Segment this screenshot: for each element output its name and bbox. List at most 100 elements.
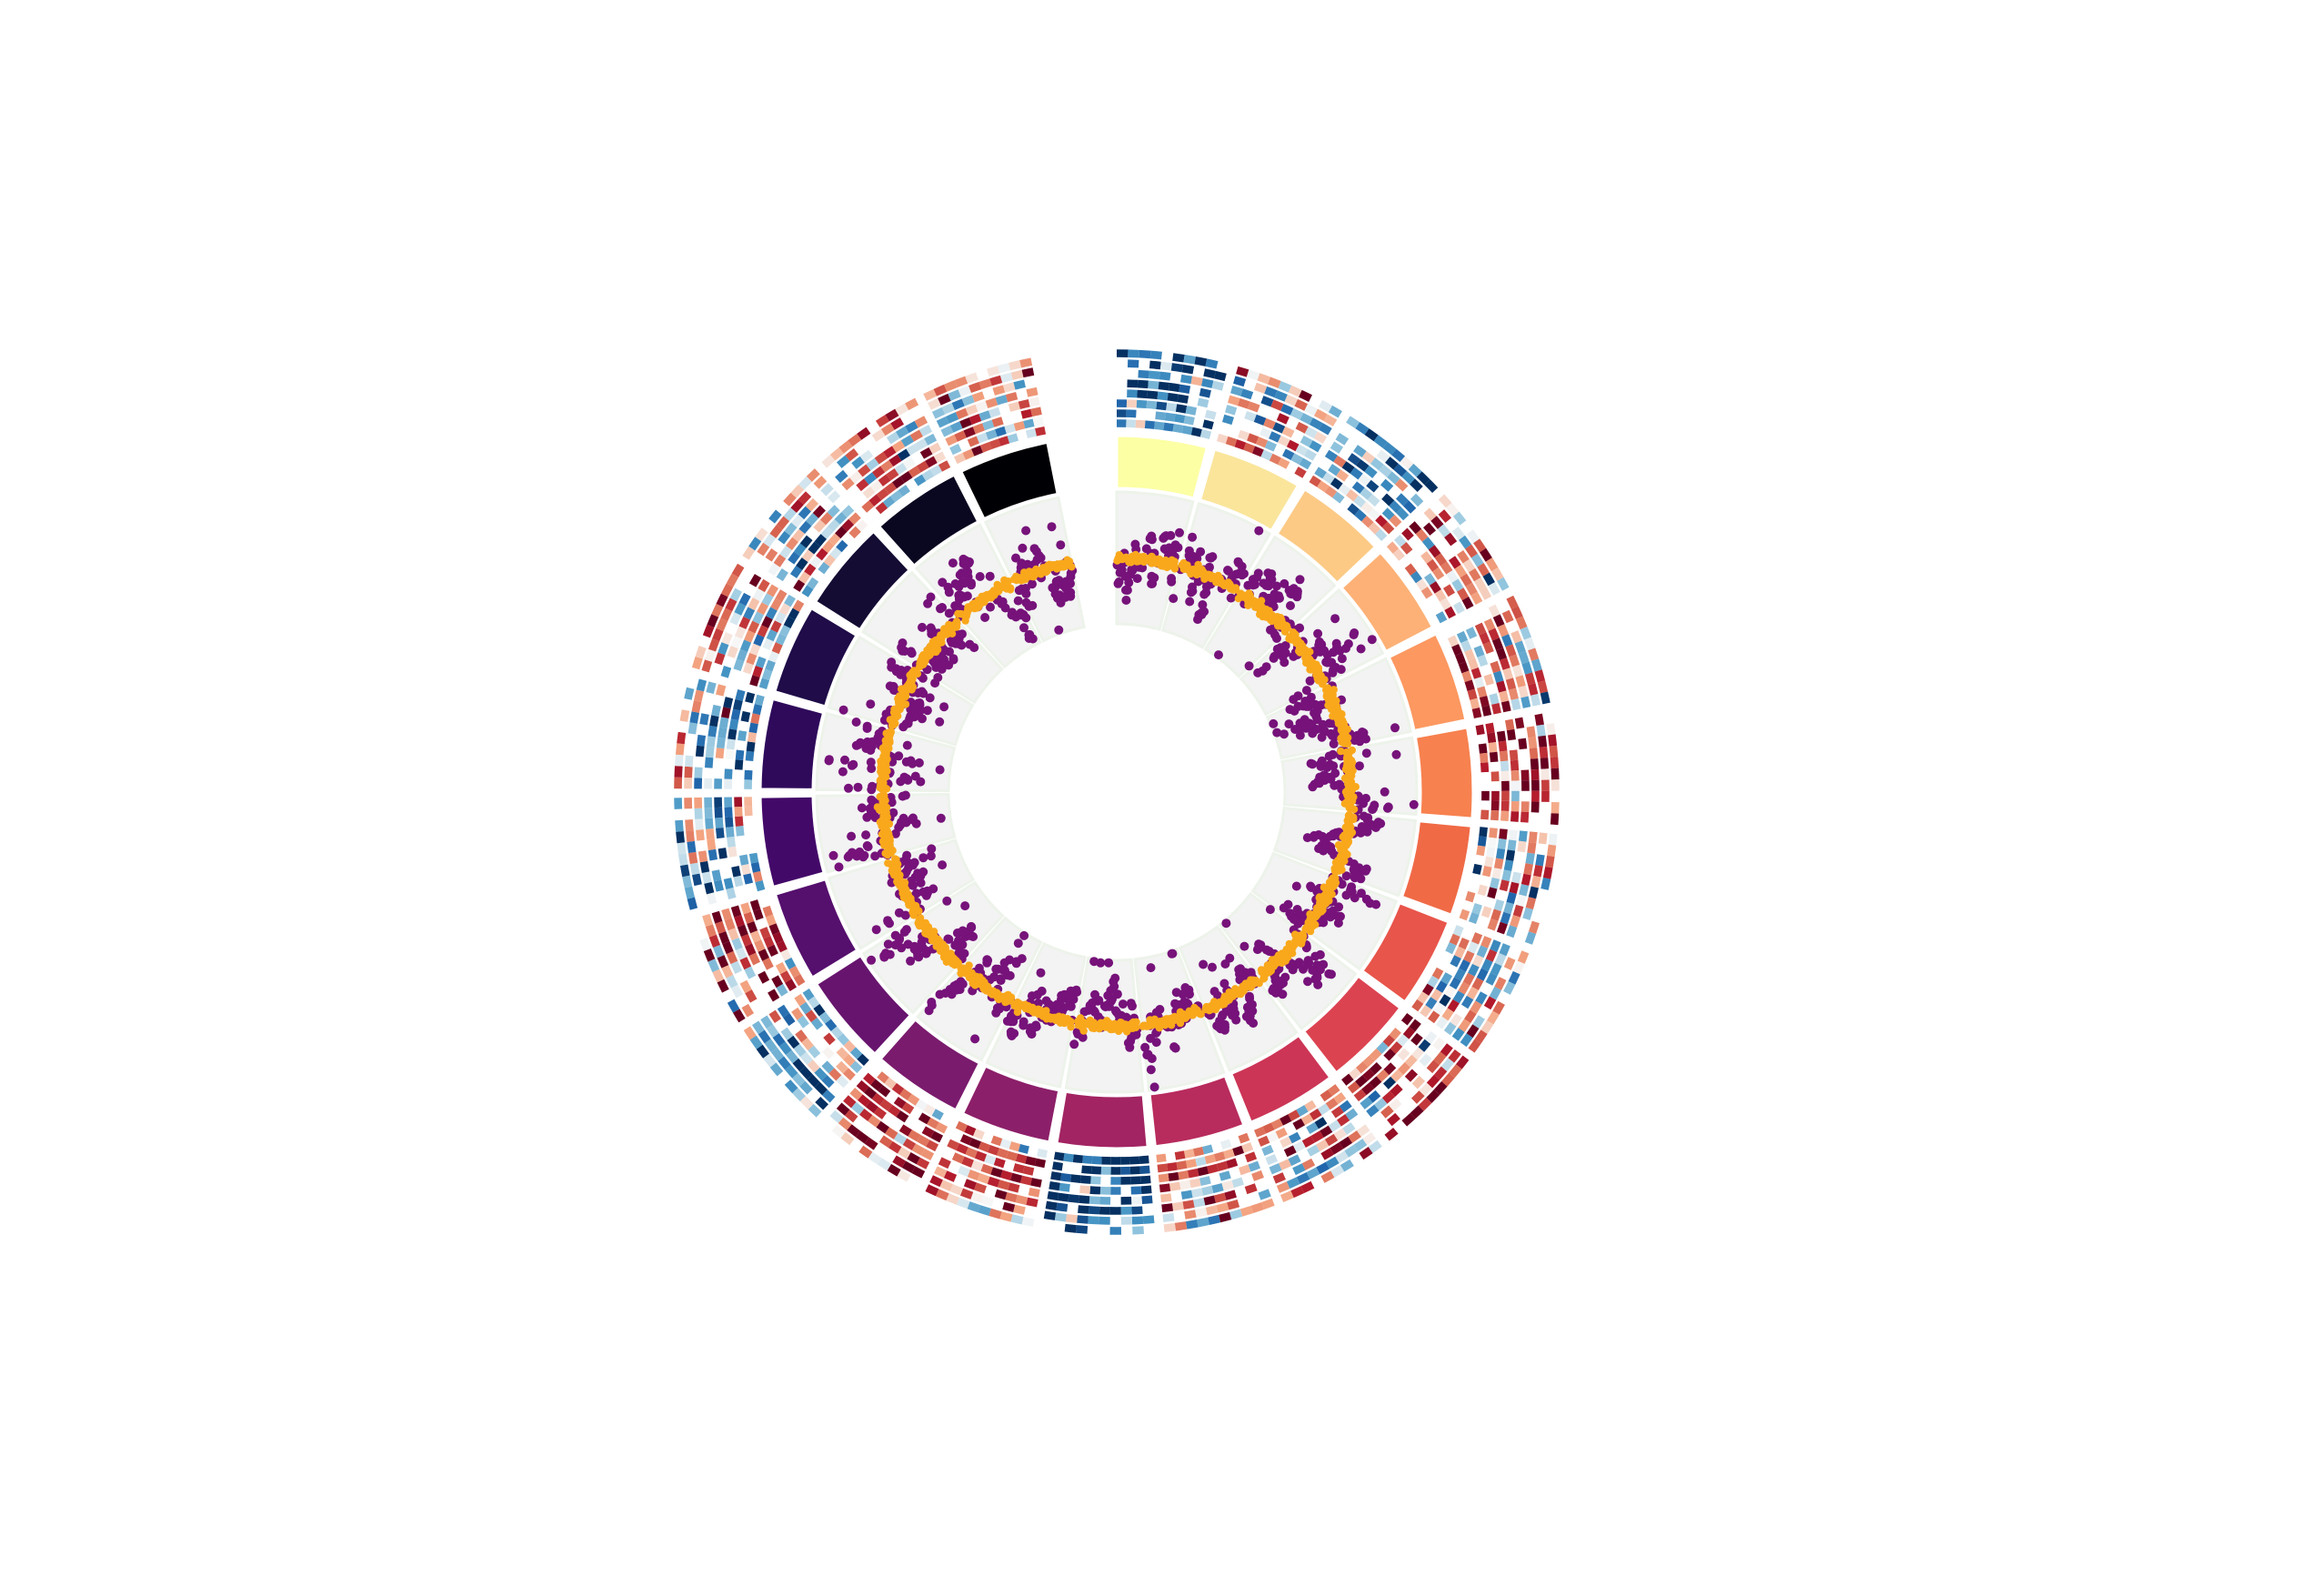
heatmap-cell — [1276, 413, 1289, 425]
heatmap-cell — [1203, 1195, 1216, 1206]
scatter-point — [1343, 739, 1352, 748]
scatter-point — [1299, 964, 1308, 974]
heatmap-cell — [976, 432, 988, 444]
heatmap-cell — [1139, 1165, 1150, 1175]
scatter-point — [853, 782, 863, 792]
heatmap-cell — [870, 1079, 883, 1091]
heatmap-cell — [821, 1075, 835, 1089]
heatmap-cell — [748, 952, 761, 966]
heatmap-cell — [997, 1179, 1010, 1190]
scatter-point — [969, 643, 979, 653]
heatmap-cell — [1410, 1032, 1423, 1046]
heatmap-cell — [1501, 609, 1514, 624]
heatmap-cell — [958, 385, 972, 397]
heatmap-cell — [1199, 387, 1211, 398]
heatmap-cell — [788, 965, 801, 979]
scatter-point — [1355, 761, 1364, 771]
heatmap-cell — [1398, 1061, 1411, 1076]
heatmap-cell — [982, 419, 995, 431]
heatmap-cell — [1538, 735, 1548, 748]
heatmap-cell — [715, 748, 725, 759]
heatmap-cell — [1208, 1214, 1221, 1226]
heatmap-cell — [848, 526, 861, 539]
heatmap-cell — [1244, 410, 1257, 422]
heatmap-cell — [1445, 502, 1460, 517]
heatmap-cell — [792, 599, 805, 612]
heatmap-cell — [1472, 863, 1482, 875]
heatmap-cell — [799, 1001, 812, 1015]
heatmap-cell — [1386, 541, 1400, 554]
scatter-point — [1357, 888, 1366, 898]
heatmap-cell — [1201, 1185, 1214, 1196]
heatmap-cell — [1500, 770, 1510, 781]
scatter-point — [1193, 577, 1203, 587]
heatmap-cell — [1404, 1069, 1419, 1082]
heatmap-cell — [1284, 394, 1299, 407]
heatmap-cell — [768, 1009, 782, 1023]
heatmap-cell — [1480, 906, 1492, 918]
heatmap-cell — [1454, 946, 1466, 959]
heatmap-cell — [1470, 698, 1480, 709]
heatmap-cell — [730, 960, 743, 974]
heatmap-cell — [1430, 989, 1443, 1001]
heatmap-cell — [704, 797, 713, 808]
heatmap-cell — [1499, 943, 1510, 957]
heatmap-cell — [961, 395, 975, 407]
heatmap-cell — [764, 1039, 778, 1053]
heatmap-cell — [998, 436, 1010, 447]
ideogram-segment-18 — [758, 697, 826, 791]
heatmap-cell — [944, 380, 958, 392]
scatter-point — [1198, 600, 1208, 609]
scatter-point — [1269, 718, 1279, 728]
heatmap-cell — [743, 1026, 757, 1040]
scatter-point — [1018, 543, 1028, 553]
heatmap-cell — [1231, 1177, 1244, 1189]
heatmap-cell — [1396, 507, 1410, 521]
heatmap-cell — [780, 949, 792, 961]
heatmap-cell — [1183, 1149, 1195, 1159]
heatmap-cell — [745, 943, 757, 957]
heatmap-cell — [1530, 658, 1542, 672]
heatmap-cell — [763, 533, 777, 547]
scatter-point — [894, 908, 904, 918]
heatmap-cell — [940, 425, 954, 437]
heatmap-cell — [1528, 737, 1538, 748]
scatter-point — [883, 916, 893, 926]
heatmap-cell — [1050, 1171, 1062, 1181]
heatmap-cell — [1445, 942, 1457, 955]
scatter-point — [958, 629, 967, 639]
heatmap-cell — [711, 704, 721, 717]
heatmap-cell — [1306, 1122, 1319, 1134]
heatmap-cell — [1389, 514, 1402, 527]
heatmap-cell — [784, 957, 797, 970]
heatmap-cell — [792, 1088, 806, 1102]
heatmap-cell — [968, 413, 982, 426]
heatmap-cell — [720, 707, 731, 719]
heatmap-cell — [1202, 1144, 1214, 1155]
scatter-point — [1171, 988, 1181, 998]
heatmap-cell — [1135, 419, 1146, 428]
heatmap-cell — [878, 1085, 891, 1098]
heatmap-cell — [1330, 1106, 1344, 1119]
heatmap-cell — [843, 1039, 857, 1053]
scatter-point — [911, 888, 921, 898]
heatmap-cell — [1458, 937, 1470, 950]
heatmap-cell — [737, 924, 748, 938]
scatter-point — [1140, 1042, 1150, 1052]
heatmap-cell — [1510, 770, 1520, 781]
scatter-point — [1279, 729, 1289, 739]
heatmap-cell — [792, 1072, 806, 1087]
heatmap-cell — [1471, 707, 1482, 718]
heatmap-cell — [711, 603, 724, 617]
heatmap-cell — [871, 428, 886, 442]
heatmap-cell — [1012, 1163, 1025, 1174]
scatter-point — [933, 673, 943, 682]
heatmap-cell — [909, 429, 924, 442]
heatmap-cell — [1002, 1201, 1016, 1212]
scatter-point — [975, 572, 985, 581]
heatmap-cell — [1477, 654, 1489, 668]
heatmap-cell — [1238, 1164, 1251, 1176]
heatmap-cell — [717, 979, 729, 993]
heatmap-cell — [927, 1117, 939, 1129]
heatmap-cell — [1467, 688, 1478, 700]
